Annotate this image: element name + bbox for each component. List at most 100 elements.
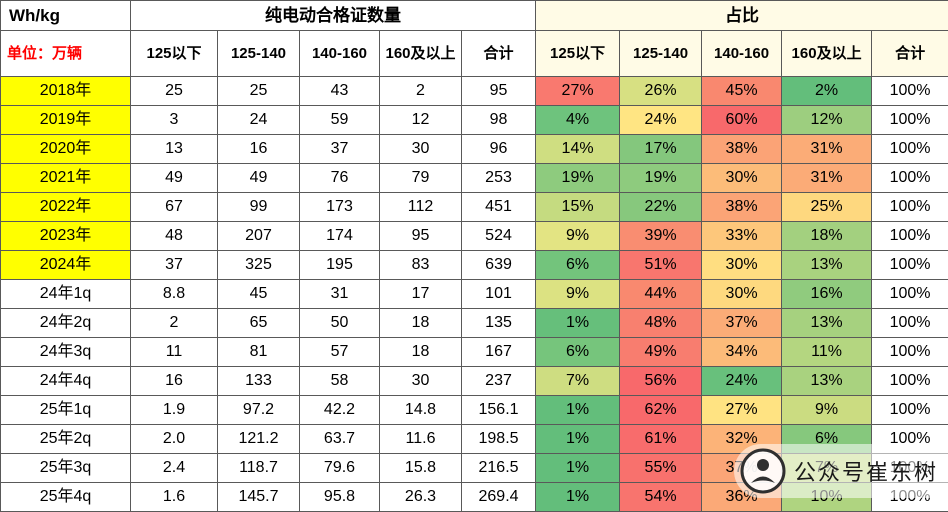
row-label: 2022年 (0, 192, 131, 222)
count-cell: 30 (379, 366, 462, 396)
count-cell: 174 (299, 221, 380, 251)
pct-col-header: 合计 (871, 30, 948, 77)
watermark-text: 公众号崔东树 (793, 460, 938, 485)
count-cell: 253 (460, 163, 537, 193)
pct-cell: 100% (871, 250, 948, 280)
pct-cell: 49% (619, 337, 703, 367)
pct-cell: 7% (535, 366, 621, 396)
unit-header: Wh/kg (0, 0, 131, 31)
count-cell: 37 (130, 250, 218, 280)
count-cell: 81 (217, 337, 300, 367)
count-cell: 45 (217, 279, 300, 309)
count-cell: 79.6 (299, 453, 380, 483)
count-cell: 42.2 (299, 395, 380, 425)
count-cell: 25 (217, 76, 300, 106)
pct-cell: 51% (619, 250, 703, 280)
count-cell: 121.2 (217, 424, 300, 454)
count-cell: 11.6 (379, 424, 462, 454)
count-cell: 16 (217, 134, 300, 164)
count-cell: 14.8 (379, 395, 462, 425)
table-row: 2018年 25 25 43 2 95 27% 26% 45% 2% 100% (0, 76, 948, 106)
count-cell: 48 (130, 221, 218, 251)
row-label: 2024年 (0, 250, 131, 280)
pct-cell: 15% (535, 192, 621, 222)
row-label: 25年2q (0, 424, 131, 454)
pct-cell: 24% (619, 105, 703, 135)
row-label: 25年4q (0, 482, 131, 512)
pct-cell: 45% (701, 76, 783, 106)
count-col-header: 125-140 (217, 30, 300, 77)
pct-group-header: 占比 (535, 0, 948, 31)
count-col-header: 125以下 (130, 30, 218, 77)
pct-cell: 6% (535, 250, 621, 280)
pct-cell: 9% (781, 395, 873, 425)
pct-cell: 19% (619, 163, 703, 193)
pct-cell: 60% (701, 105, 783, 135)
pct-cell: 62% (619, 395, 703, 425)
table-row: 24年3q 11 81 57 18 167 6% 49% 34% 11% 100% (0, 337, 948, 367)
row-label: 24年3q (0, 337, 131, 367)
count-cell: 65 (217, 308, 300, 338)
pct-cell: 26% (619, 76, 703, 106)
row-label: 2018年 (0, 76, 131, 106)
pct-cell: 16% (781, 279, 873, 309)
table-row: 2022年 67 99 173 112 451 15% 22% 38% 25% 100% (0, 192, 948, 222)
count-cell: 76 (299, 163, 380, 193)
pct-cell: 27% (535, 76, 621, 106)
count-cell: 30 (379, 134, 462, 164)
count-cell: 207 (217, 221, 300, 251)
count-cell: 3 (130, 105, 218, 135)
count-cell: 167 (460, 337, 537, 367)
count-cell: 173 (299, 192, 380, 222)
table-row: 2021年 49 49 76 79 253 19% 19% 30% 31% 100% (0, 163, 948, 193)
row-label: 2021年 (0, 163, 131, 193)
count-cell: 18 (379, 308, 462, 338)
table-row: 24年1q 8.8 45 31 17 101 9% 44% 30% 16% 100% (0, 279, 948, 309)
count-cell: 195 (299, 250, 380, 280)
table-row: 25年1q 1.9 97.2 42.2 14.8 156.1 1% 62% 27% 9% 100% (0, 395, 948, 425)
pct-cell: 1% (535, 482, 621, 512)
count-cell: 95 (460, 76, 537, 106)
count-cell: 156.1 (460, 395, 537, 425)
count-cell: 25 (130, 76, 218, 106)
row-label: 2019年 (0, 105, 131, 135)
count-cell: 37 (299, 134, 380, 164)
count-cell: 16 (130, 366, 218, 396)
count-cell: 216.5 (460, 453, 537, 483)
table-row: 2019年 3 24 59 12 98 4% 24% 60% 12% 100% (0, 105, 948, 135)
pct-cell: 9% (535, 221, 621, 251)
column-header-row: 单位：万辆 125以下 125-140 140-160 160及以上 合计 125以下 12… (0, 30, 948, 77)
pct-cell: 14% (535, 134, 621, 164)
pct-cell: 100% (871, 308, 948, 338)
watermark: 公众号崔东树 (733, 444, 948, 498)
pct-cell: 1% (535, 424, 621, 454)
table-row: 2020年 13 16 37 30 96 14% 17% 38% 31% 100% (0, 134, 948, 164)
pct-col-header: 140-160 (701, 30, 783, 77)
count-cell: 1.6 (130, 482, 218, 512)
unit-sub-header: 单位：万辆 (0, 30, 131, 77)
pct-cell: 30% (701, 163, 783, 193)
count-cell: 26.3 (379, 482, 462, 512)
count-cell: 198.5 (460, 424, 537, 454)
count-cell: 2.0 (130, 424, 218, 454)
pct-cell: 24% (701, 366, 783, 396)
count-cell: 15.8 (379, 453, 462, 483)
pct-cell: 18% (781, 221, 873, 251)
pct-cell: 100% (871, 337, 948, 367)
count-cell: 2 (379, 76, 462, 106)
count-cell: 95 (379, 221, 462, 251)
count-cell: 67 (130, 192, 218, 222)
count-cell: 133 (217, 366, 300, 396)
pct-cell: 55% (619, 453, 703, 483)
pct-cell: 1% (535, 308, 621, 338)
count-cell: 99 (217, 192, 300, 222)
pct-cell: 6% (535, 337, 621, 367)
count-cell: 49 (217, 163, 300, 193)
count-cell: 49 (130, 163, 218, 193)
pct-cell: 1% (535, 453, 621, 483)
pct-cell: 100% (871, 221, 948, 251)
count-cell: 325 (217, 250, 300, 280)
pct-cell: 13% (781, 308, 873, 338)
count-cell: 1.9 (130, 395, 218, 425)
